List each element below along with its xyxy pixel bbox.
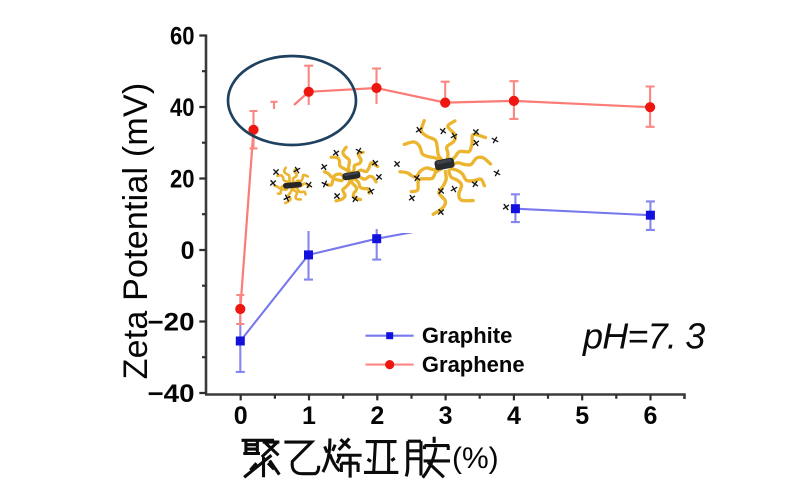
svg-text:40: 40 [170, 94, 195, 122]
svg-text:20: 20 [170, 166, 195, 194]
svg-text:5: 5 [575, 402, 589, 430]
svg-text:−40: −40 [148, 380, 195, 408]
svg-text:(%): (%) [452, 442, 499, 475]
svg-text:6: 6 [644, 402, 658, 430]
svg-text:2: 2 [370, 402, 384, 430]
svg-text:60: 60 [170, 23, 195, 51]
svg-text:4: 4 [507, 402, 521, 430]
svg-text:Zeta Potential (mV): Zeta Potential (mV) [117, 83, 155, 380]
svg-text:Graphene: Graphene [422, 352, 525, 377]
svg-text:1: 1 [302, 402, 316, 430]
svg-text:Graphite: Graphite [422, 323, 512, 348]
svg-text:0: 0 [234, 402, 248, 430]
svg-text:3: 3 [439, 402, 453, 430]
svg-text:−20: −20 [148, 309, 195, 337]
svg-text:0: 0 [181, 237, 195, 265]
svg-text:pH=7. 3: pH=7. 3 [582, 316, 705, 357]
